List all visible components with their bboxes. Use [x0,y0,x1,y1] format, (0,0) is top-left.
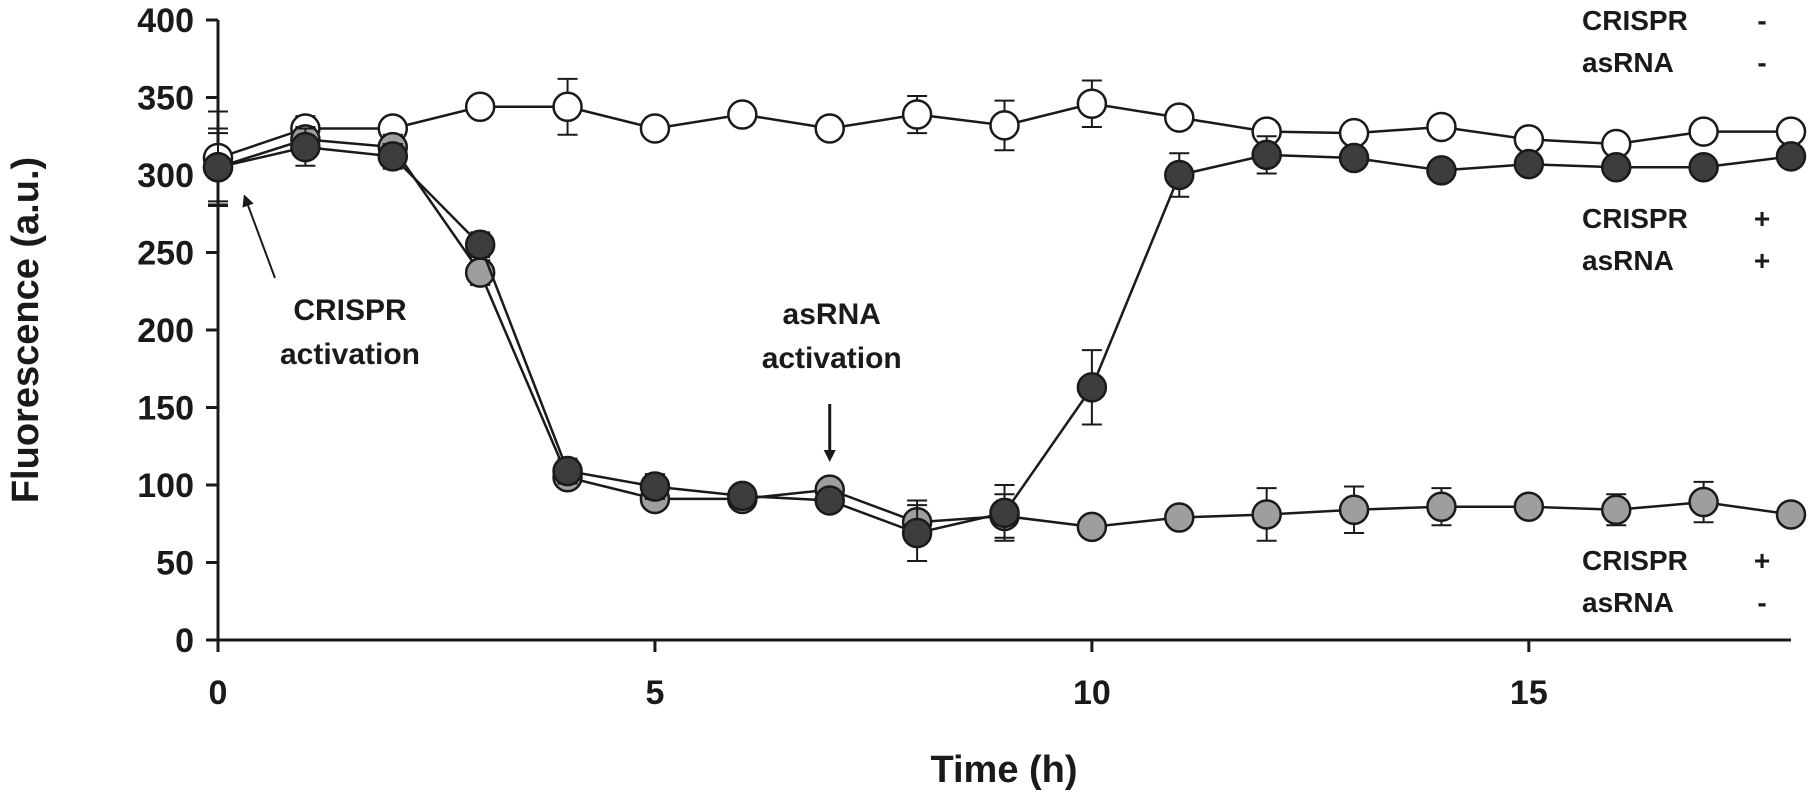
data-point [989,497,1020,529]
series-line [217,145,1792,535]
y-tick-label: 100 [137,467,194,505]
data-point [1338,494,1370,526]
series-crispr-minus-asrna-minus [202,77,1807,206]
data-point [639,113,671,144]
crispr-activation-label-line1: CRISPR [293,294,407,327]
data-point [464,91,496,123]
data-point [989,110,1020,141]
data-point [202,152,234,183]
asrna-activation-label-line1: asRNA [783,298,881,331]
data-point [1076,511,1108,543]
x-tick-label: 10 [1073,674,1111,712]
data-point [1426,111,1457,143]
series-label-sign1: - [1757,5,1766,36]
data-point [552,455,583,487]
data-point [1513,148,1545,180]
x-tick-label: 15 [1510,674,1548,712]
data-point [552,91,583,123]
series-crispr-plus-asrna-plus [202,127,1807,562]
data-point [1164,159,1195,191]
data-point [1164,102,1195,133]
data-point [814,485,845,516]
series-label-line2: asRNA [1582,587,1674,618]
data-point [1688,486,1719,518]
series-label-line2: asRNA [1582,47,1674,78]
x-axis-label: Time (h) [930,749,1077,791]
x-tick-label: 0 [209,674,228,712]
y-tick-label: 50 [156,545,194,583]
data-point [814,113,845,144]
data-point [727,99,758,130]
crispr-activation-label-line2: activation [280,338,420,371]
annotation-crispr-activation: CRISPR activation [242,194,420,371]
series-label-line1: CRISPR [1582,5,1688,36]
y-tick-label: 150 [137,390,194,428]
data-point [1688,152,1719,183]
x-tick-label: 5 [645,674,664,712]
data-point [727,480,758,512]
data-point [1164,502,1195,533]
data-point [1688,116,1719,147]
series-label-crispr-plus-asrna-minus: CRISPR + asRNA - [1582,545,1770,618]
y-tick-label: 200 [137,312,194,350]
series-labels: CRISPR - asRNA - CRISPR + asRNA + CRISPR + asRNA - [1582,5,1770,618]
series-label-sign1: + [1754,203,1770,234]
data-point [290,131,321,163]
series-label-line1: CRISPR [1582,203,1688,234]
data-point [1251,499,1282,530]
crispr-activation-arrow [242,194,276,279]
y-tick-label: 250 [137,235,194,273]
data-point [1426,155,1457,186]
data-point [1076,372,1108,403]
data-point [1338,142,1370,174]
series-crispr-plus-asrna-minus [202,124,1807,545]
series-label-line1: CRISPR [1582,545,1688,576]
data-point [1076,88,1108,119]
data-point [1426,491,1457,522]
series-label-sign1: + [1754,545,1770,576]
y-tick-label: 400 [137,2,194,40]
data-point [1775,499,1807,530]
data-point [1775,141,1807,172]
series-line [217,138,1792,529]
data-point [1513,491,1545,522]
annotations: CRISPR activation asRNA activation [242,194,902,462]
data-point [901,517,933,549]
y-axis-label: Fluorescence (a.u.) [5,157,47,503]
data-point [464,229,496,260]
series-group [202,77,1807,562]
data-point [1600,152,1632,183]
data-point [1600,494,1632,526]
data-point [639,471,671,502]
y-tick-label: 0 [175,622,194,660]
y-tick-label: 300 [137,157,194,195]
series-label-crispr-plus-asrna-plus: CRISPR + asRNA + [1582,203,1770,276]
asrna-activation-label-line2: activation [762,342,902,375]
series-label-line2: asRNA [1582,245,1674,276]
series-label-sign2: + [1754,245,1770,276]
data-point [377,141,409,172]
data-point [901,99,933,130]
annotation-asrna-activation: asRNA activation [762,298,902,462]
series-label-crispr-minus-asrna-minus: CRISPR - asRNA - [1582,5,1767,78]
series-label-sign2: - [1757,47,1766,78]
data-point [1251,139,1282,171]
y-tick-label: 350 [137,80,194,118]
series-label-sign2: - [1757,587,1766,618]
axis-ticks: 0 50 100 150 200 250 300 350 400 0 5 10 15 [137,2,1547,712]
